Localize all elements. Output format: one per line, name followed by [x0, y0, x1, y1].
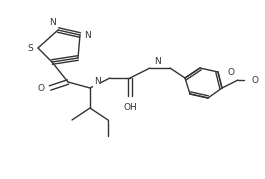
Text: O: O: [38, 83, 45, 93]
Text: N: N: [49, 18, 56, 27]
Text: N: N: [94, 77, 101, 86]
Text: N: N: [84, 30, 91, 40]
Text: O: O: [252, 76, 259, 84]
Text: S: S: [27, 43, 33, 52]
Text: O: O: [228, 68, 235, 77]
Text: N: N: [154, 57, 161, 66]
Text: OH: OH: [123, 103, 137, 112]
